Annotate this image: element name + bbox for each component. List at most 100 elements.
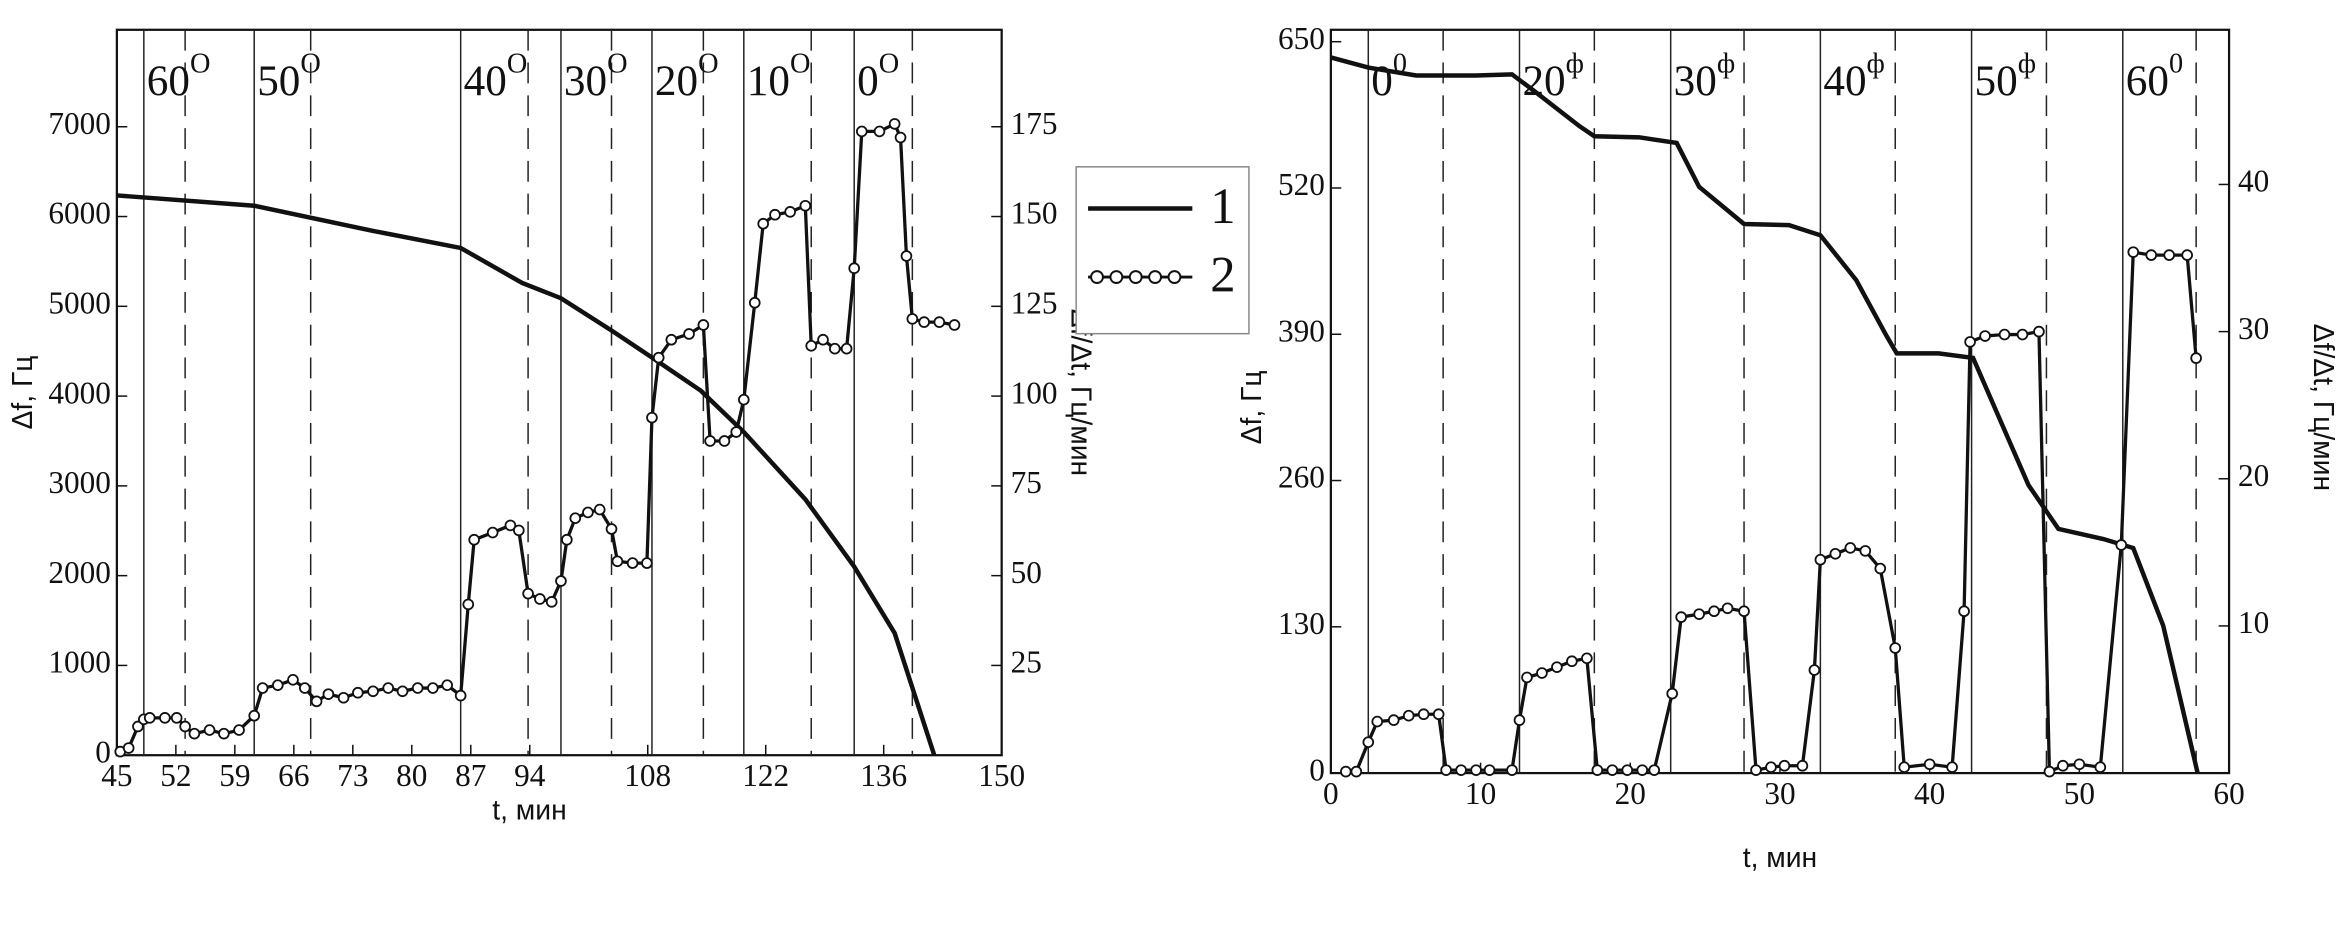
data-point xyxy=(1979,330,1991,342)
x-tick-label: 150 xyxy=(978,758,1025,793)
x-tick-label: 108 xyxy=(624,758,671,793)
data-point xyxy=(1814,553,1827,566)
data-point xyxy=(840,342,853,355)
legend-marker xyxy=(1109,270,1124,284)
y2-tick-label: 50 xyxy=(1011,555,1042,590)
zone-label: 0O xyxy=(857,48,899,105)
x-tick-label: 0 xyxy=(1323,776,1339,811)
data-point xyxy=(799,199,812,212)
legend-label: 1 xyxy=(1210,178,1235,234)
data-point xyxy=(427,682,439,694)
data-point xyxy=(272,679,284,691)
zone-label-text: 20 xyxy=(655,58,698,105)
data-point xyxy=(569,512,582,525)
data-point xyxy=(2016,328,2029,341)
legend-marker xyxy=(1148,270,1163,284)
y-tick-label: 0 xyxy=(95,734,111,769)
zone-label: 60O xyxy=(147,48,211,105)
data-point xyxy=(1693,608,1705,620)
x-tick-label: 45 xyxy=(101,758,132,793)
zone-label-sup: ф xyxy=(1717,48,1735,79)
zone-label-text: 0 xyxy=(857,58,879,105)
data-point xyxy=(1829,548,1842,560)
data-point xyxy=(1551,661,1563,673)
legend-label: 2 xyxy=(1210,247,1235,303)
y-tick-label: 7000 xyxy=(48,106,111,141)
data-point xyxy=(555,575,567,587)
data-point xyxy=(1513,714,1526,726)
zone-label-sup: ф xyxy=(2018,48,2036,79)
data-point xyxy=(2190,352,2202,364)
x-tick-label: 30 xyxy=(1764,776,1795,811)
zone-label: 00 xyxy=(1371,48,1407,105)
y-tick-label: 520 xyxy=(1278,167,1325,202)
data-point xyxy=(1606,764,1619,776)
data-point xyxy=(1483,764,1496,776)
data-point xyxy=(337,691,350,704)
data-point xyxy=(2127,246,2140,258)
data-point xyxy=(2181,249,2193,261)
data-point xyxy=(143,712,156,724)
zone-label: 30ф xyxy=(1674,48,1736,105)
data-point xyxy=(233,724,245,736)
data-point xyxy=(683,328,695,340)
data-point xyxy=(322,688,335,700)
data-point xyxy=(504,519,517,532)
y-axis-label: Δf, Гц xyxy=(6,355,38,429)
data-point xyxy=(855,125,868,138)
x-tick-label: 59 xyxy=(219,758,250,793)
data-point xyxy=(561,533,573,546)
data-point xyxy=(1455,764,1467,776)
zone-label-text: 10 xyxy=(747,58,790,105)
legend: 12 xyxy=(1075,166,1250,335)
data-point xyxy=(605,523,618,535)
data-point xyxy=(1566,655,1578,668)
data-point xyxy=(179,720,191,733)
data-point xyxy=(1432,708,1445,721)
data-point xyxy=(287,673,299,686)
y2-axis-label: Δf/Δt, Гц/мин xyxy=(2308,324,2337,491)
data-point xyxy=(486,526,499,539)
x-tick-label: 136 xyxy=(860,758,907,793)
zone-label-text: 50 xyxy=(1975,58,2018,105)
data-point xyxy=(122,742,135,754)
data-point xyxy=(611,555,624,568)
data-point xyxy=(805,340,818,352)
data-point xyxy=(1666,687,1678,700)
zone-label-text: 30 xyxy=(1674,58,1717,105)
y2-tick-label: 20 xyxy=(2238,458,2269,493)
data-point xyxy=(1636,764,1649,776)
data-point xyxy=(1387,714,1400,726)
data-point xyxy=(1923,758,1936,771)
data-point xyxy=(1964,336,1976,348)
zone-label-sup: O xyxy=(698,48,718,79)
data-point xyxy=(894,131,907,144)
y2-tick-label: 125 xyxy=(1011,285,1058,320)
data-point xyxy=(626,557,639,569)
data-point xyxy=(848,262,861,275)
data-point xyxy=(188,727,201,740)
zone-label-sup: ф xyxy=(1867,48,1885,79)
zone-label-sup: O xyxy=(879,48,899,79)
data-point xyxy=(817,333,829,346)
data-point xyxy=(757,217,770,230)
data-point xyxy=(665,333,678,346)
data-point xyxy=(454,689,467,702)
y-tick-label: 390 xyxy=(1278,313,1325,348)
data-point xyxy=(534,593,546,605)
data-point xyxy=(522,587,534,600)
data-point xyxy=(2073,758,2086,771)
data-point xyxy=(132,720,144,733)
data-point xyxy=(545,596,558,608)
data-point xyxy=(1765,761,1777,774)
data-point xyxy=(411,682,424,694)
data-point xyxy=(298,682,311,694)
legend-marker xyxy=(1090,270,1104,284)
y-tick-label: 260 xyxy=(1278,460,1325,495)
plot-frame xyxy=(1329,28,2231,775)
y-tick-label: 3000 xyxy=(48,465,111,500)
x-tick-label: 52 xyxy=(160,758,191,793)
data-point xyxy=(352,686,364,699)
zone-label-text: 60 xyxy=(2126,58,2169,105)
data-point xyxy=(441,679,454,691)
